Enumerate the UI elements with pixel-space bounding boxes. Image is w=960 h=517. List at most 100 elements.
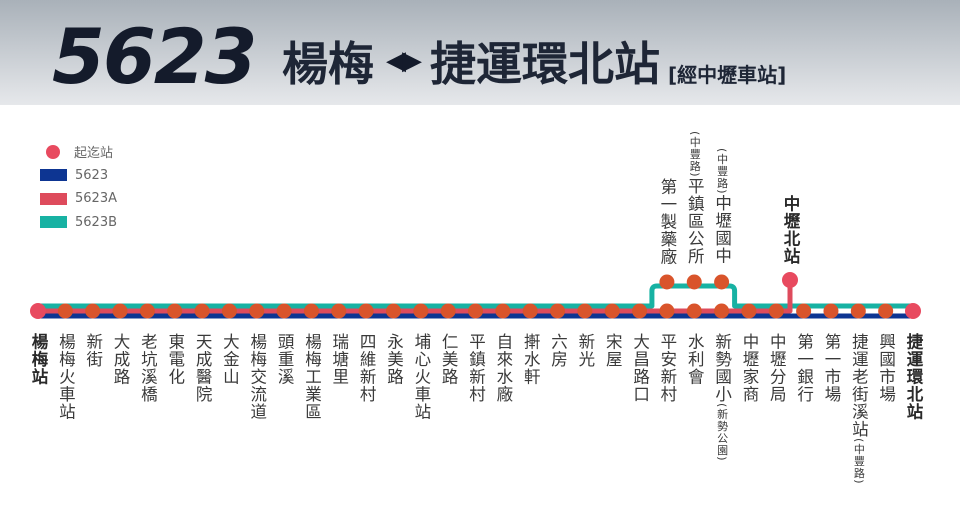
branch-station-stop[interactable]: [714, 274, 730, 290]
station-stop[interactable]: [632, 303, 648, 319]
station-label: 埔心火車站: [412, 333, 431, 421]
station-stop[interactable]: [358, 303, 374, 319]
station-label: 新光: [575, 333, 595, 368]
station-stop[interactable]: [878, 303, 894, 319]
station-name: 自來水廠: [493, 333, 513, 403]
station-stop[interactable]: [468, 303, 483, 319]
station-label: 中壢北站: [781, 195, 800, 265]
station-label: 新勢國小(新勢公園): [713, 333, 732, 462]
station-stop[interactable]: [85, 303, 101, 319]
station-label: 楊梅交流道: [247, 333, 267, 421]
station-label: 宋屋: [603, 333, 622, 368]
station-stop[interactable]: [522, 303, 538, 319]
terminal-dot-icon: [46, 144, 60, 159]
station-label: 中壢家商: [740, 333, 759, 403]
station-name: 捷運環北站: [904, 333, 923, 421]
legend-5623a: 5623A: [40, 187, 117, 211]
station-stop[interactable]: [796, 303, 812, 319]
station-name: 興國市場: [876, 333, 896, 403]
station-stop[interactable]: [167, 303, 183, 319]
station-stop[interactable]: [659, 303, 675, 319]
station-stop[interactable]: [194, 303, 210, 319]
station-label: 第一銀行: [794, 333, 814, 403]
station-label: 平鎮新村: [466, 333, 486, 403]
station-stop[interactable]: [550, 303, 566, 319]
terminal-station-stop[interactable]: [30, 303, 46, 319]
station-label: 仁美路: [439, 333, 458, 386]
station-name: 中壢北站: [781, 195, 800, 265]
station-label: 捷運老街溪站(中豐路): [849, 333, 868, 485]
station-stop[interactable]: [741, 303, 757, 319]
station-name: 大金山: [220, 333, 240, 386]
spur-terminal-stop[interactable]: [782, 272, 798, 288]
station-stop[interactable]: [385, 303, 401, 319]
station-label: (中豐路)中壢國中: [713, 148, 732, 265]
header: 5623 楊梅 ◀▶ 捷運環北站 [經中壢車站]: [0, 0, 960, 105]
route-number: 5623: [52, 12, 258, 101]
station-label: 四維新村: [357, 333, 376, 403]
station-label: 頭重溪: [275, 333, 294, 386]
station-name: 楊梅工業區: [302, 333, 322, 421]
station-name: 中壢分局: [767, 333, 787, 403]
station-stop[interactable]: [331, 303, 347, 319]
station-note: (中豐路): [715, 148, 729, 195]
station-stop[interactable]: [57, 303, 73, 319]
station-label: 自來水廠: [493, 333, 513, 403]
station-stop[interactable]: [604, 303, 620, 319]
line-swatch: [40, 169, 67, 182]
station-stop[interactable]: [823, 303, 839, 319]
station-label: 捷運環北站: [904, 333, 923, 421]
station-stop[interactable]: [221, 303, 237, 319]
station-name: 新街: [83, 333, 103, 368]
station-stop[interactable]: [440, 303, 456, 319]
station-stop[interactable]: [714, 303, 730, 319]
station-note: (新勢公園): [715, 403, 729, 462]
station-label: 永美路: [384, 333, 404, 386]
station-name: 新光: [575, 333, 595, 368]
station-label: 瑞塘里: [330, 333, 349, 386]
station-stop[interactable]: [112, 303, 128, 319]
legend-label: 5623: [75, 167, 109, 183]
station-name: 老坑溪橋: [138, 333, 158, 403]
station-label: 平安新村: [658, 333, 677, 403]
station-stop[interactable]: [276, 303, 292, 319]
legend-label: 5623B: [75, 214, 118, 230]
station-stop[interactable]: [139, 303, 155, 319]
via-note: [經中壢車站]: [668, 63, 787, 87]
legend-5623: 5623: [40, 164, 117, 188]
station-stop[interactable]: [495, 303, 511, 319]
branch-station-stop[interactable]: [659, 274, 675, 290]
station-name: 楊梅站: [29, 333, 48, 386]
station-note: (中豐路): [688, 130, 702, 178]
station-label: 第一製藥廠: [658, 178, 677, 266]
station-name: 大昌路口: [630, 333, 650, 403]
station-note: (中豐路): [852, 438, 866, 485]
station-name: 永美路: [384, 333, 404, 386]
station-label: 中壢分局: [767, 333, 787, 403]
station-label: 六房: [548, 333, 568, 368]
station-label: 東電化: [165, 333, 185, 386]
station-stop[interactable]: [303, 303, 319, 319]
legend-label: 5623A: [75, 191, 117, 207]
station-label: (中豐路)平鎮區公所: [685, 130, 705, 266]
station-label: 搟水軒: [521, 333, 540, 386]
branch-station-stop[interactable]: [686, 274, 702, 290]
station-name: 六房: [548, 333, 568, 368]
station-name: 東電化: [165, 333, 185, 386]
station-stop[interactable]: [850, 303, 866, 319]
station-name: 平鎮區公所: [685, 177, 705, 266]
station-stop[interactable]: [249, 303, 265, 319]
station-name: 楊梅交流道: [247, 333, 267, 421]
station-stop[interactable]: [577, 303, 593, 319]
station-stop[interactable]: [686, 303, 702, 319]
station-label: 新街: [83, 333, 103, 368]
station-stop[interactable]: [768, 303, 784, 319]
station-name: 第一銀行: [794, 333, 814, 403]
station-label: 楊梅火車站: [56, 333, 75, 421]
station-label: 楊梅站: [29, 333, 48, 386]
station-stop[interactable]: [413, 303, 429, 319]
station-name: 水利會: [685, 333, 705, 386]
terminal-station-stop[interactable]: [905, 303, 921, 319]
station-name: 平鎮新村: [466, 333, 486, 403]
